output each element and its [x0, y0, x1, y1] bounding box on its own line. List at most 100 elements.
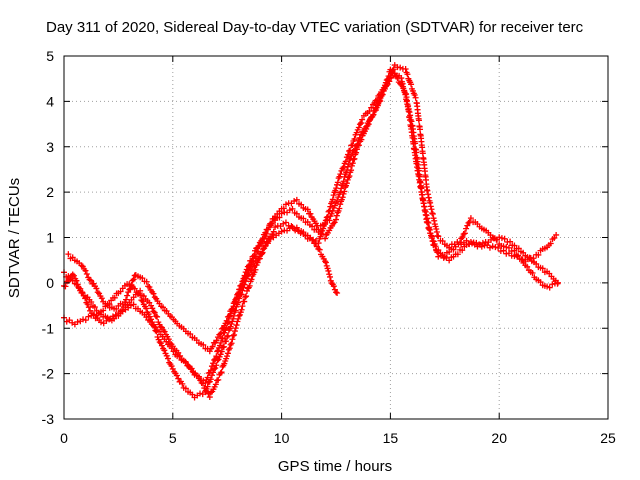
data-point [478, 243, 485, 250]
data-point [224, 353, 231, 360]
data-point [150, 290, 157, 297]
data-point [524, 263, 531, 270]
data-point [412, 94, 419, 101]
data-point [280, 205, 287, 212]
data-point [111, 294, 118, 301]
data-point [328, 210, 335, 217]
data-point [351, 136, 358, 143]
data-point [263, 239, 270, 246]
data-point [354, 141, 361, 148]
data-point [238, 282, 245, 289]
data-point [230, 315, 237, 322]
data-point [146, 317, 153, 324]
data-point [69, 254, 76, 261]
data-point [446, 244, 453, 251]
data-point [516, 255, 523, 262]
data-point [355, 124, 362, 131]
data-point [317, 233, 324, 240]
series-track-d [61, 70, 560, 401]
data-point [97, 319, 104, 326]
data-point [401, 87, 408, 94]
data-point [241, 298, 248, 305]
data-point [80, 316, 87, 323]
y-tick-label: 2 [46, 184, 54, 200]
data-point [374, 102, 381, 109]
data-point [215, 376, 222, 383]
data-point [511, 247, 518, 254]
data-point [187, 331, 194, 338]
data-point [243, 273, 250, 280]
data-point [533, 260, 540, 267]
data-point [346, 173, 353, 180]
data-point [289, 205, 296, 212]
data-point [293, 210, 300, 217]
data-point [494, 236, 501, 243]
data-point [341, 173, 348, 180]
data-point [280, 220, 287, 227]
data-point [327, 273, 334, 280]
data-point [411, 91, 418, 98]
data-point [337, 189, 344, 196]
data-point [426, 226, 433, 233]
data-point [329, 196, 336, 203]
data-point [323, 214, 330, 221]
data-point [342, 158, 349, 165]
data-point [213, 337, 220, 344]
data-point [331, 202, 338, 209]
data-point [151, 309, 158, 316]
data-point [243, 293, 250, 300]
data-point [91, 304, 98, 311]
data-point [175, 375, 182, 382]
data-point [348, 152, 355, 159]
data-point [457, 239, 464, 246]
data-point [282, 219, 289, 226]
data-point [252, 253, 259, 260]
data-point [333, 216, 339, 223]
data-point [465, 219, 472, 226]
data-point [170, 348, 177, 355]
data-point [428, 233, 435, 240]
data-point [74, 318, 81, 325]
data-point [405, 108, 412, 115]
data-point [221, 329, 228, 336]
data-point [164, 355, 171, 362]
data-point [320, 225, 327, 232]
data-point [291, 225, 298, 232]
data-point [245, 267, 252, 274]
data-point [326, 271, 333, 278]
data-point [127, 285, 134, 292]
data-point [157, 323, 164, 330]
data-point [238, 306, 245, 313]
data-point [124, 292, 131, 299]
data-point [163, 352, 170, 359]
data-point [334, 290, 341, 297]
data-point [188, 365, 195, 372]
data-point [143, 305, 150, 312]
data-point [318, 230, 325, 237]
data-point [293, 224, 300, 231]
data-point [223, 317, 230, 324]
data-point [546, 284, 553, 291]
data-point [161, 347, 168, 354]
data-point [304, 235, 311, 242]
data-point [218, 325, 225, 332]
data-point [228, 306, 235, 313]
data-point [464, 222, 471, 229]
data-point [130, 276, 137, 283]
y-tick-label: 3 [46, 139, 54, 155]
data-point [260, 246, 267, 253]
data-point [446, 257, 453, 264]
data-point [93, 285, 100, 292]
data-series [61, 62, 561, 401]
data-point [179, 380, 186, 387]
data-point [209, 343, 216, 350]
data-point [348, 162, 355, 169]
data-point [325, 267, 332, 274]
data-point [223, 338, 230, 345]
data-point [503, 244, 510, 251]
data-point [212, 365, 219, 372]
data-point [85, 313, 92, 320]
data-point [369, 112, 376, 119]
data-point [111, 315, 118, 322]
x-axis-label: GPS time / hours [278, 458, 392, 475]
